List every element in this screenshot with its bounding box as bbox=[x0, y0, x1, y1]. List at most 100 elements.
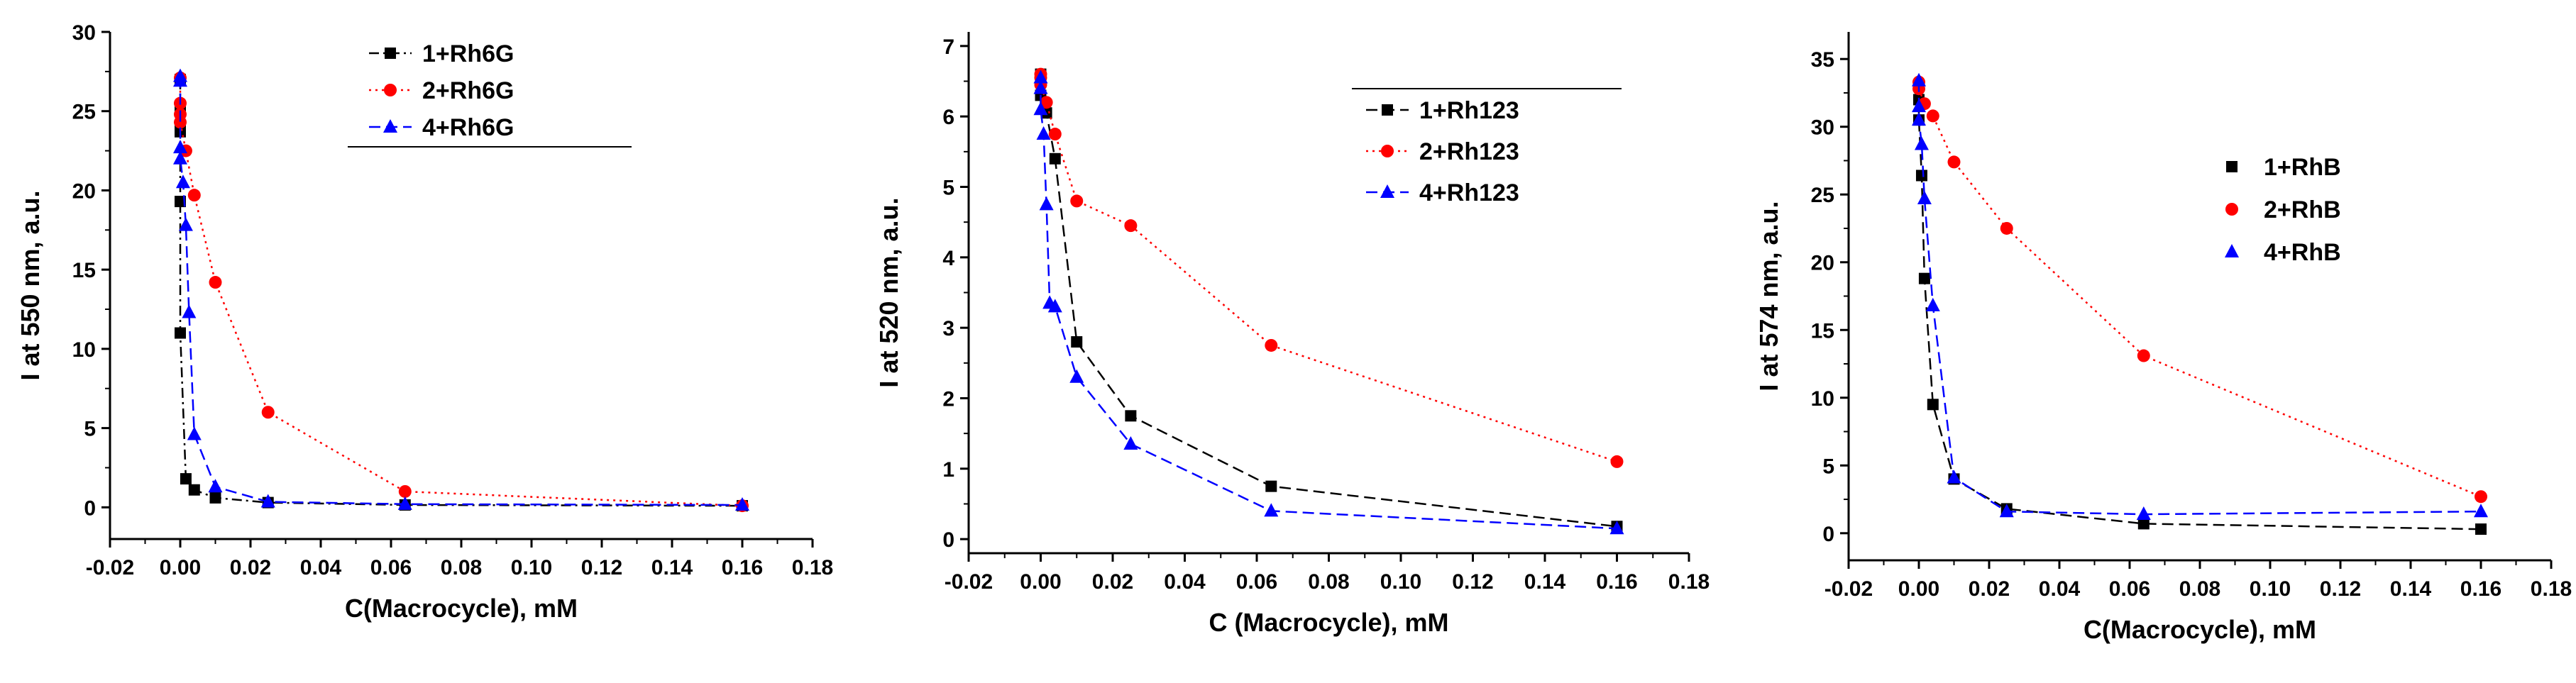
chart-panel-1: -0.02 0.00 0.02 0.04 0.06 0.08 0.10 0.12 0.14 0.1… bbox=[16, 21, 833, 623]
data-point bbox=[1947, 155, 1961, 169]
x-tick-label: 0.12 bbox=[2320, 577, 2361, 601]
x-tick-label: 0.10 bbox=[511, 556, 552, 579]
legend-marker bbox=[2226, 161, 2238, 172]
legend-marker bbox=[2225, 244, 2239, 257]
y-tick-label: 30 bbox=[72, 21, 96, 45]
data-point bbox=[1124, 219, 1138, 233]
x-tick-label: 0.08 bbox=[2179, 577, 2220, 601]
series-line bbox=[179, 77, 743, 507]
data-point bbox=[1033, 101, 1048, 116]
data-point bbox=[1039, 196, 1054, 211]
legend-label: 4+Rh6G bbox=[422, 114, 514, 141]
x-tick-label: 0.16 bbox=[1596, 570, 1637, 594]
legend-marker bbox=[384, 84, 397, 96]
data-point bbox=[175, 327, 186, 339]
data-point bbox=[1915, 170, 1927, 182]
y-tick-label: 25 bbox=[72, 101, 96, 124]
x-tick-label: 0.10 bbox=[2250, 577, 2291, 601]
legend: 1+Rh123 2+Rh123 4+Rh123 bbox=[1352, 88, 1622, 206]
legend-marker bbox=[1382, 104, 1393, 116]
x-tick-label: 0.18 bbox=[792, 556, 833, 579]
data-point bbox=[1917, 190, 1932, 204]
data-point bbox=[1265, 480, 1277, 492]
x-tick-label: 0.10 bbox=[1380, 570, 1421, 594]
x-axis-title: C (Macrocycle), mM bbox=[1209, 608, 1448, 637]
data-point bbox=[175, 174, 190, 189]
x-tick-label: 0.04 bbox=[300, 556, 342, 579]
data-point bbox=[1033, 80, 1048, 94]
data-point bbox=[209, 276, 222, 289]
x-axis-title: C(Macrocycle), mM bbox=[345, 594, 578, 623]
x-tick-label: 0.12 bbox=[581, 556, 622, 579]
x-tick-label: 0.02 bbox=[1092, 570, 1133, 594]
data-point bbox=[2475, 490, 2487, 504]
data-point bbox=[2137, 518, 2150, 530]
y-tick-label: 5 bbox=[1822, 455, 1834, 478]
data-point bbox=[1918, 272, 1930, 284]
y-tick-label: 30 bbox=[1811, 116, 1834, 140]
y-axis-title: I at 520 nm, a.u. bbox=[874, 197, 903, 387]
data-point bbox=[1033, 70, 1048, 84]
x-tick-label: 0.18 bbox=[1668, 570, 1710, 594]
legend-label: 4+RhB bbox=[2264, 239, 2341, 266]
data-point bbox=[1912, 72, 1926, 87]
x-tick-label: -0.02 bbox=[86, 556, 134, 579]
x-tick-label: 0.18 bbox=[2531, 577, 2572, 601]
data-point bbox=[1264, 503, 1279, 517]
x-tick-label: 0.14 bbox=[651, 556, 693, 579]
data-point bbox=[2474, 504, 2488, 518]
legend-marker bbox=[1380, 184, 1394, 198]
y-tick-label: 2 bbox=[942, 387, 954, 411]
x-tick-label: 0.00 bbox=[160, 556, 201, 579]
x-tick-label: 0.06 bbox=[1236, 570, 1277, 594]
legend-label: 4+Rh123 bbox=[1419, 179, 1519, 206]
data-point bbox=[2137, 349, 2150, 362]
x-tick-label: 0.12 bbox=[1452, 570, 1493, 594]
data-point bbox=[260, 494, 275, 508]
data-point bbox=[188, 484, 200, 496]
data-point bbox=[1125, 410, 1137, 422]
data-point bbox=[1925, 297, 1940, 311]
data-point bbox=[1071, 336, 1083, 348]
series-4+Rh123 bbox=[1033, 70, 1624, 535]
series-line bbox=[1040, 74, 1617, 463]
x-tick-label: 0.06 bbox=[2109, 577, 2150, 601]
legend-label: 1+Rh6G bbox=[422, 40, 514, 67]
data-point bbox=[178, 217, 193, 231]
y-tick-label: 5 bbox=[84, 418, 96, 441]
data-point bbox=[1912, 99, 1926, 113]
data-point bbox=[398, 484, 412, 498]
legend: 1+Rh6G 2+Rh6G 4+Rh6G bbox=[348, 40, 632, 148]
data-point bbox=[208, 479, 223, 493]
y-axis-title: I at 550 nm, a.u. bbox=[16, 190, 45, 380]
data-point bbox=[1049, 152, 1061, 165]
series-line bbox=[1040, 74, 1617, 528]
data-point bbox=[397, 496, 412, 510]
data-point bbox=[175, 196, 186, 208]
data-point bbox=[1040, 96, 1053, 109]
x-tick-label: 0.04 bbox=[1164, 570, 1206, 594]
x-tick-label: 0.14 bbox=[2390, 577, 2432, 601]
data-point bbox=[173, 150, 187, 165]
data-point bbox=[1048, 128, 1062, 141]
data-point bbox=[1047, 299, 1062, 313]
y-tick-label: 0 bbox=[1822, 523, 1834, 546]
x-tick-label: 0.02 bbox=[230, 556, 271, 579]
chart-panel-3: -0.02 0.00 0.02 0.04 0.06 0.08 0.10 0.12 0.14 0.1… bbox=[1754, 32, 2572, 644]
x-tick-label: 0.00 bbox=[1020, 570, 1061, 594]
data-point bbox=[209, 492, 221, 504]
data-point bbox=[173, 73, 187, 87]
data-point bbox=[187, 189, 201, 202]
y-tick-label: 35 bbox=[1811, 48, 1834, 72]
x-tick-label: 0.14 bbox=[1524, 570, 1566, 594]
data-point bbox=[180, 473, 192, 485]
data-point bbox=[1947, 470, 1961, 484]
legend-marker bbox=[1381, 145, 1394, 157]
series-1+RhB bbox=[1913, 80, 2487, 535]
y-tick-label: 15 bbox=[1811, 319, 1834, 343]
data-point bbox=[1265, 338, 1278, 352]
data-point bbox=[182, 304, 197, 318]
series-line bbox=[1040, 77, 1617, 530]
y-axis-title: I at 574 nm, a.u. bbox=[1754, 201, 1783, 391]
